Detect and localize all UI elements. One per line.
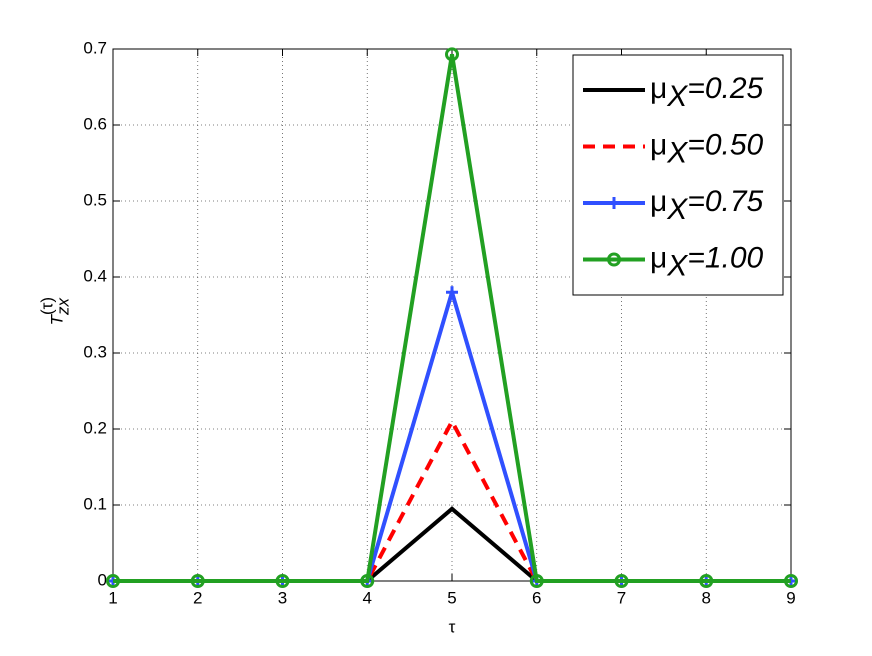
y-tick-label: 0.6 [83,114,107,133]
y-tick-label: 0.5 [83,190,107,209]
y-axis-label: T zx (τ) [37,297,72,325]
y-tick-label: 0 [98,570,107,589]
series-line [113,54,791,583]
legend-label: μX=1.00 [650,241,764,282]
x-tick-label: 3 [278,588,287,607]
marker [614,574,629,588]
x-tick-label: 1 [108,588,117,607]
marker [360,574,375,588]
marker [607,252,621,267]
x-tick-label: 4 [363,588,372,607]
y-tick-label: 0.7 [83,38,107,57]
x-tick-label: 8 [702,588,711,607]
legend-label: μX=0.25 [650,72,764,113]
x-tick-label: 7 [617,588,626,607]
legend-label: μX=0.75 [650,185,764,226]
marker [529,574,544,588]
marker-plus [446,286,458,299]
x-tick-label: 6 [532,588,541,607]
marker [699,574,714,588]
marker [446,286,458,299]
legend-label: μX=0.50 [650,128,764,169]
marker [190,574,205,588]
y-label-sup: (τ) [37,297,56,315]
y-tick-label: 0.2 [83,418,107,437]
x-axis-label: τ [449,617,456,636]
legend-box [572,54,784,296]
marker [784,574,798,588]
x-tick-label: 2 [193,588,202,607]
marker-plus [608,197,620,209]
y-tick-label: 0.1 [83,494,107,513]
x-tick-label: 9 [786,588,795,607]
marker [445,47,459,62]
x-tick-label: 5 [447,588,456,607]
marker [608,197,620,209]
y-tick-label: 0.3 [83,342,107,361]
marker [275,574,290,588]
marker [106,574,120,588]
y-tick-label: 0.4 [83,266,107,285]
legend: μX=0.25 μX=0.50 μX=0.75 μX=1.00 [572,54,784,296]
y-label-base: T [47,313,66,325]
y-label-sub: zx [53,298,72,317]
